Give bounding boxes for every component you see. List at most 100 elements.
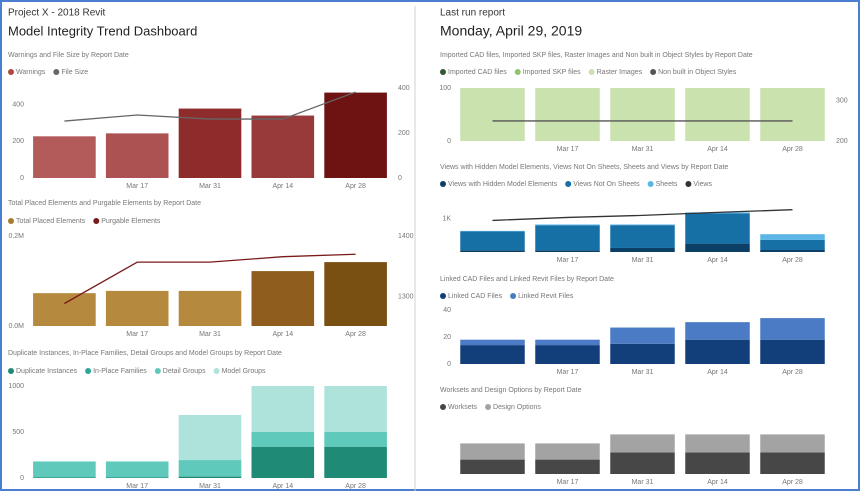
y-tick-label: 0.0M — [8, 323, 24, 330]
bar — [760, 339, 825, 364]
y-tick-label: 0 — [447, 361, 451, 368]
y2-tick-label: 1400 — [398, 233, 414, 240]
bar — [105, 461, 169, 478]
bar — [760, 88, 825, 141]
bar — [610, 225, 675, 248]
chart-title: Linked CAD Files and Linked Revit Files … — [440, 276, 614, 283]
last-run-date: Monday, April 29, 2019 — [440, 23, 582, 39]
bar — [760, 434, 825, 453]
legend-label: Detail Groups — [163, 368, 206, 375]
x-tick-label: Mar 31 — [632, 146, 654, 153]
bar — [535, 339, 600, 346]
legend-swatch — [440, 69, 446, 75]
bar — [178, 414, 242, 461]
legend-swatch — [647, 181, 654, 187]
x-tick-label: Apr 28 — [782, 257, 803, 264]
y-tick-label: 0.2M — [8, 233, 24, 240]
bar — [610, 247, 675, 252]
bar — [535, 459, 600, 474]
bar — [535, 225, 600, 251]
bar — [535, 224, 600, 226]
y-tick-label: 20 — [443, 334, 451, 341]
chart-title: Duplicate Instances, In-Place Families, … — [8, 350, 282, 357]
bar — [460, 250, 525, 252]
project-name: Project X - 2018 Revit — [8, 8, 105, 19]
line — [492, 209, 793, 222]
legend-label: Worksets — [448, 404, 478, 411]
legend-label: Purgable Elements — [101, 218, 161, 225]
legend-swatch — [8, 69, 14, 75]
y-tick-label: 0 — [20, 475, 24, 482]
legend-label: Raster Images — [597, 69, 643, 76]
bar — [251, 446, 315, 478]
legend-label: Sheets — [656, 181, 678, 188]
bar — [178, 290, 242, 326]
bar — [33, 293, 96, 326]
chart-title: Worksets and Design Options by Report Da… — [440, 387, 582, 394]
x-tick-label: Apr 28 — [345, 183, 366, 190]
x-tick-label: Mar 17 — [557, 257, 579, 264]
bar — [178, 460, 242, 477]
bar — [685, 452, 750, 474]
x-tick-label: Apr 14 — [707, 146, 728, 153]
x-tick-label: Mar 17 — [126, 331, 148, 338]
x-tick-label: Apr 14 — [707, 257, 728, 264]
legend-label: Model Groups — [222, 368, 266, 375]
legend-label: Imported CAD files — [448, 69, 507, 76]
y-tick-label: 100 — [439, 85, 451, 92]
x-tick-label: Mar 31 — [632, 257, 654, 264]
bar — [105, 290, 169, 326]
bar — [685, 434, 750, 453]
chart-title: Imported CAD files, Imported SKP files, … — [440, 52, 753, 59]
bar — [460, 459, 525, 474]
bar — [535, 345, 600, 364]
y2-tick-label: 400 — [398, 85, 410, 92]
x-tick-label: Mar 17 — [557, 369, 579, 376]
dashboard-title: Model Integrity Trend Dashboard — [8, 23, 197, 38]
x-tick-label: Mar 31 — [199, 183, 221, 190]
bar — [685, 339, 750, 364]
legend-label: Duplicate Instances — [16, 368, 78, 375]
bar — [460, 339, 525, 346]
bar — [760, 318, 825, 340]
x-tick-label: Mar 17 — [557, 479, 579, 486]
x-tick-label: Apr 14 — [707, 479, 728, 486]
bar — [105, 133, 169, 178]
bar — [760, 239, 825, 250]
legend-swatch — [650, 69, 657, 75]
bar — [178, 476, 242, 478]
bar — [610, 452, 675, 474]
bar — [251, 115, 315, 178]
legend-swatch — [8, 218, 14, 224]
y2-tick-label: 200 — [398, 130, 410, 137]
legend-label: Imported SKP files — [523, 69, 581, 76]
bar — [324, 432, 387, 447]
bar — [610, 343, 675, 364]
x-tick-label: Apr 14 — [272, 483, 293, 490]
x-tick-label: Mar 31 — [199, 483, 221, 490]
bar — [760, 249, 825, 252]
y-tick-label: 200 — [12, 138, 24, 145]
legend-label: File Size — [61, 69, 88, 76]
legend-swatch — [588, 69, 595, 75]
legend-label: Views — [693, 181, 712, 188]
last-run-label: Last run report — [440, 8, 505, 19]
legend-swatch — [8, 368, 14, 374]
bar — [685, 88, 750, 141]
legend-swatch — [440, 181, 446, 187]
bar — [251, 271, 315, 326]
legend-swatch — [565, 181, 572, 187]
bar — [760, 452, 825, 474]
x-tick-label: Apr 28 — [345, 483, 366, 490]
chart-title: Warnings and File Size by Report Date — [8, 52, 129, 59]
bar — [685, 213, 750, 244]
legend-label: Linked Revit Files — [518, 293, 574, 300]
x-tick-label: Apr 28 — [345, 331, 366, 338]
y-tick-label: 40 — [443, 307, 451, 314]
legend-swatch — [85, 368, 92, 374]
bar — [535, 88, 600, 141]
legend-swatch — [213, 368, 220, 374]
bar — [251, 386, 315, 432]
y-tick-label: 500 — [12, 429, 24, 436]
legend-label: Total Placed Elements — [16, 218, 86, 225]
